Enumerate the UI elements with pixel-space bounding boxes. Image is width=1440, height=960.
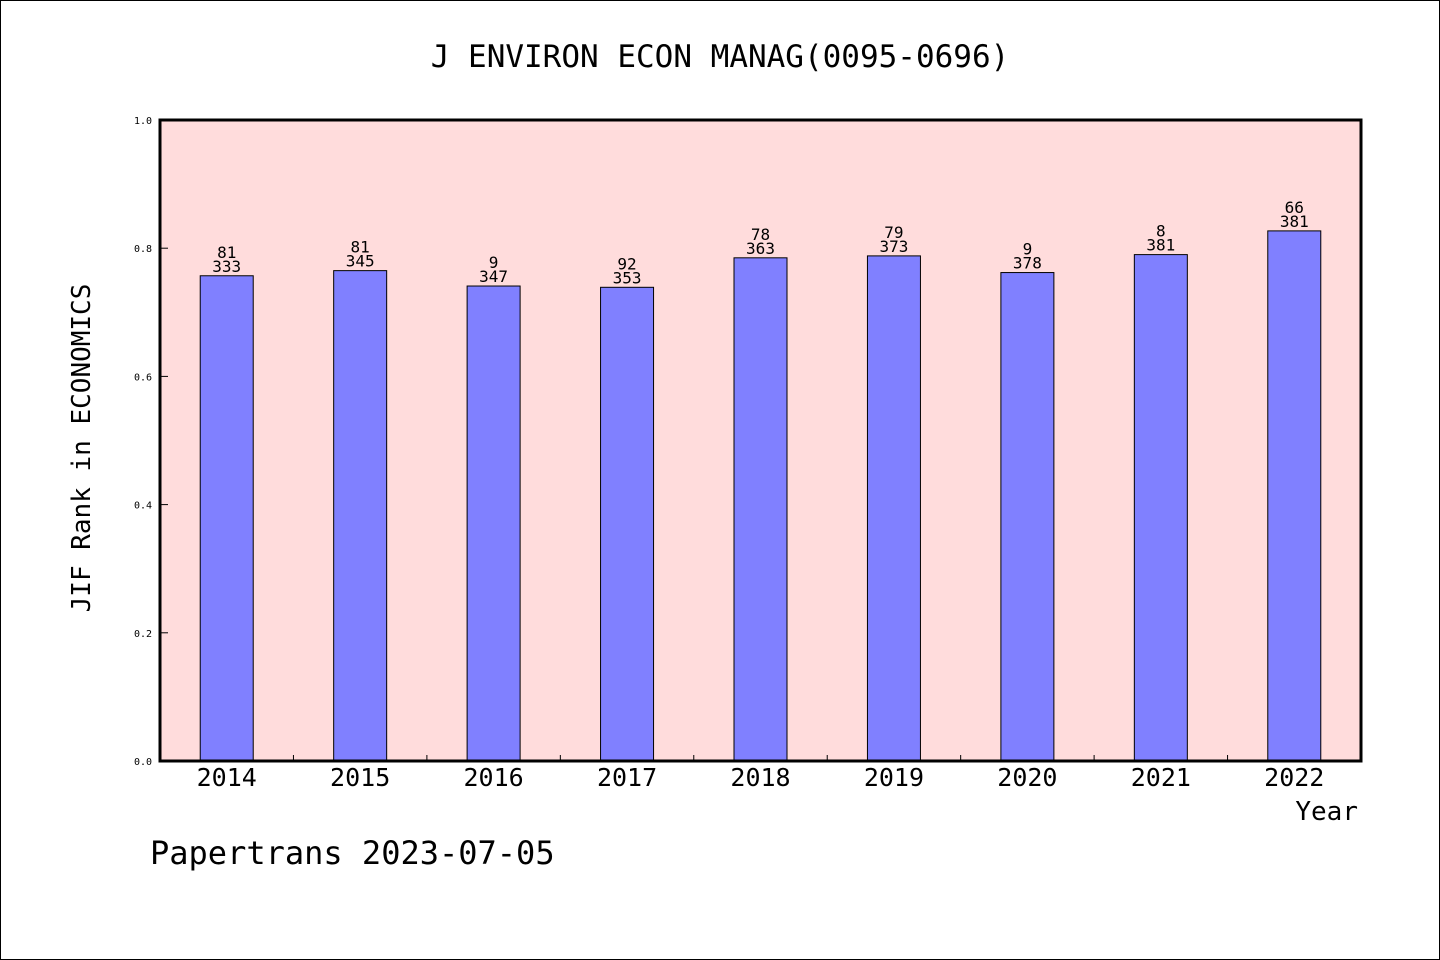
bar-group <box>199 230 1322 762</box>
x-tick-label: 2016 <box>464 763 524 792</box>
plot-border <box>158 118 1363 763</box>
x-tick-label: 2020 <box>997 763 1057 792</box>
bar-2017 <box>600 286 655 762</box>
bar-total-label: 373 <box>879 237 908 256</box>
x-tick-label: 2022 <box>1264 763 1324 792</box>
x-tick-label: 2017 <box>597 763 657 792</box>
bar-rank-label: 92 <box>617 254 636 273</box>
footer-credit: Papertrans 2023-07-05 <box>150 834 555 872</box>
bar-2021 <box>1133 254 1188 762</box>
bar-total-label: 347 <box>479 267 508 286</box>
bar-rank-label: 9 <box>489 253 499 272</box>
bar-2016 <box>466 285 521 762</box>
bar-total-label: 353 <box>613 268 642 287</box>
bar-total-label: 363 <box>746 239 775 258</box>
y-tick-label: 0.0 <box>134 757 152 768</box>
bar-total-label: 345 <box>346 252 375 271</box>
y-tick-label: 1.0 <box>134 116 152 127</box>
bar-2014 <box>199 275 254 762</box>
x-tick-label: 2015 <box>330 763 390 792</box>
x-tick-label: 2018 <box>730 763 790 792</box>
bar-total-label: 381 <box>1280 212 1309 231</box>
y-tick-label: 0.4 <box>134 501 152 512</box>
bar-total-label: 381 <box>1146 236 1175 255</box>
bar-rank-label: 66 <box>1285 198 1304 217</box>
chart-title: J ENVIRON ECON MANAG(0095-0696) <box>431 39 1010 75</box>
x-axis-title: Year <box>1295 797 1358 827</box>
y-tick-label: 0.8 <box>134 244 152 255</box>
y-tick-label: 0.2 <box>134 629 152 640</box>
bar-rank-label: 79 <box>884 223 903 242</box>
x-axis: 2014 2015 2016 2017 2018 2019 2020 2021 2022 <box>197 755 1324 792</box>
x-tick-label: 2019 <box>864 763 924 792</box>
bar-rank-label: 78 <box>751 225 770 244</box>
x-tick-label: 2014 <box>197 763 257 792</box>
bar-2022 <box>1267 230 1322 762</box>
x-tick-label: 2021 <box>1131 763 1191 792</box>
bar-rank-label: 81 <box>351 238 370 257</box>
y-axis-title: JIF Rank in ECONOMICS <box>67 284 97 613</box>
bar-2020 <box>1000 272 1055 762</box>
bar-2015 <box>333 270 388 762</box>
bar-total-label: 378 <box>1013 254 1042 273</box>
bar-rank-label: 9 <box>1023 240 1033 259</box>
bar-2018 <box>733 257 788 762</box>
bar-rank-label: 8 <box>1156 222 1166 241</box>
bar-total-label: 333 <box>212 257 241 276</box>
bar-2019 <box>866 255 921 762</box>
bar-rank-label: 81 <box>217 243 236 262</box>
y-tick-label: 0.6 <box>134 372 152 383</box>
